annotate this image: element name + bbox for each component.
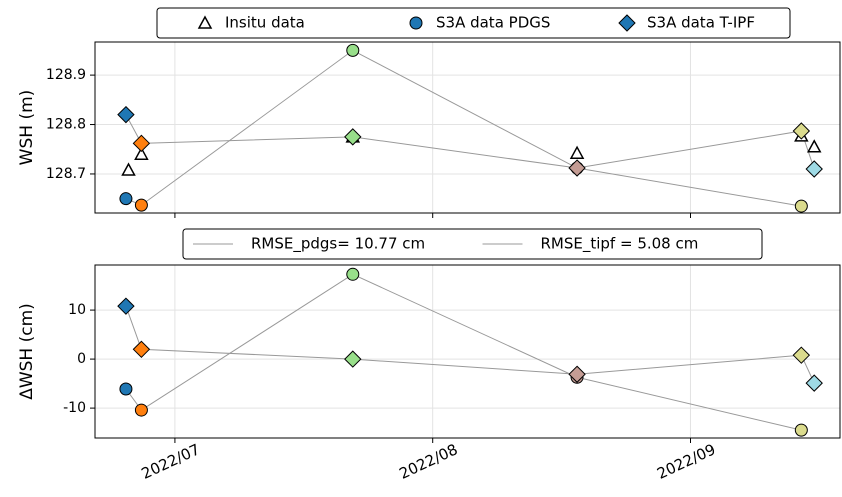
point	[618, 14, 636, 32]
series-line	[125, 114, 815, 170]
point	[119, 382, 133, 396]
x-tick-label: 2022/08	[396, 440, 460, 483]
point	[134, 198, 148, 212]
point	[117, 297, 135, 315]
point	[344, 128, 362, 146]
y-tick-label: 128.8	[46, 117, 86, 133]
legend-box	[182, 228, 763, 260]
y-tick-label: -10	[63, 400, 86, 416]
x-tick-label: 2022/07	[139, 440, 203, 483]
point	[134, 403, 148, 417]
point	[344, 350, 362, 368]
point	[568, 159, 586, 177]
legend-label: RMSE_pdgs= 10.77 cm	[251, 235, 425, 254]
x-tick-label: 2022/09	[654, 440, 718, 483]
axes-frame	[94, 41, 841, 214]
series-line	[125, 305, 815, 384]
point	[805, 374, 823, 392]
point	[805, 160, 823, 178]
point	[119, 192, 133, 206]
legend-box	[156, 7, 791, 39]
point	[568, 365, 586, 383]
point	[121, 162, 136, 176]
point	[792, 346, 811, 364]
point	[806, 139, 822, 153]
point	[792, 122, 811, 140]
axes-frame	[94, 264, 841, 439]
legend-label: RMSE_tipf = 5.08 cm	[541, 235, 699, 254]
point	[132, 134, 151, 153]
point	[197, 15, 213, 29]
legend-label: S3A data PDGS	[436, 14, 550, 32]
point	[117, 105, 135, 124]
y-tick-label: 128.7	[46, 166, 86, 182]
y-axis-label: WSH (m)	[17, 90, 37, 166]
y-tick-label: 128.9	[46, 67, 86, 83]
point	[794, 199, 808, 213]
series-line	[125, 273, 802, 431]
point	[132, 340, 151, 359]
legend-label: S3A data T-IPF	[647, 14, 755, 32]
point	[346, 43, 360, 57]
y-axis-label: ΔWSH (cm)	[17, 303, 37, 400]
point	[409, 16, 423, 30]
point	[794, 423, 808, 437]
legend-label: Insitu data	[225, 14, 305, 32]
point	[346, 267, 360, 281]
y-tick-label: 0	[77, 351, 86, 367]
point	[569, 145, 585, 159]
y-tick-label: 10	[68, 302, 86, 318]
point	[134, 146, 149, 160]
series-line	[125, 49, 802, 207]
